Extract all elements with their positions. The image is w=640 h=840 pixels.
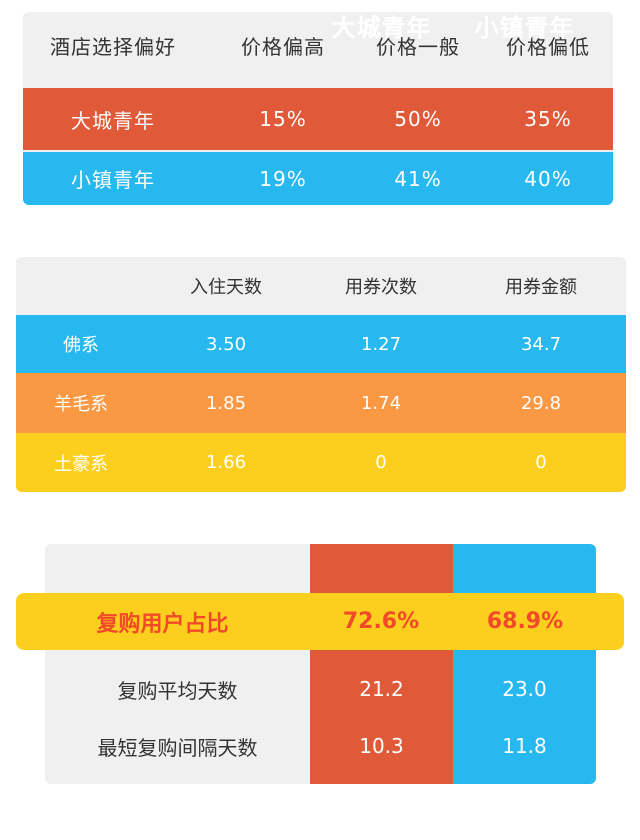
table-header-row: 入住天数 用券次数 用券金额 [16, 257, 626, 315]
table-cell: 1.27 [360, 333, 402, 355]
table-row: 大城青年 15% 50% 35% [23, 88, 613, 150]
row-label: 最短复购间隔天数 [97, 735, 258, 760]
highlight-label: 复购用户占比 [96, 611, 229, 637]
row-label: 土豪系 [54, 453, 108, 475]
table-cell: 21.2 [359, 677, 404, 701]
header-cell: 价格偏高 [241, 34, 325, 59]
row-label: 佛系 [63, 335, 99, 356]
table-cell: 41% [394, 166, 442, 191]
table-cell: 0 [535, 452, 547, 473]
city-column-header: 大城青年 [331, 13, 432, 42]
table-cell: 40% [524, 166, 572, 191]
city-column [310, 544, 453, 784]
header-cell: 入住天数 [190, 277, 262, 298]
table-cell: 1.66 [205, 452, 247, 473]
header-cell: 用券次数 [345, 277, 417, 298]
user-type-table: 入住天数 用券次数 用券金额 佛系 3.50 1.27 34.7 羊毛系 1.8… [16, 257, 626, 492]
table-cell: 15% [259, 107, 307, 131]
table-row: 土豪系 1.66 0 0 [16, 433, 626, 492]
row-label: 复购平均天数 [117, 678, 238, 703]
table-cell: 11.8 [502, 734, 547, 758]
table-cell: 1.74 [360, 392, 402, 414]
table-cell: 35% [524, 107, 572, 131]
table-cell: 0 [375, 452, 387, 473]
table-cell: 1.85 [205, 392, 247, 414]
repurchase-table [45, 544, 596, 784]
table-row: 最短复购间隔天数 10.3 11.8 [45, 720, 596, 772]
table-row: 复购平均天数 21.2 23.0 [45, 664, 596, 714]
hotel-preference-table: 酒店选择偏好 价格偏高 价格一般 价格偏低 大城青年 15% 50% 35% 小… [23, 12, 613, 205]
table-row: 小镇青年 19% 41% 40% [23, 152, 613, 205]
highlight-value-city: 72.6% [342, 609, 420, 634]
row-label: 大城青年 [71, 108, 155, 133]
highlight-row: 复购用户占比 72.6% 68.9% [16, 593, 624, 650]
table-cell: 10.3 [359, 734, 404, 758]
header-cell: 价格一般 [376, 34, 460, 59]
table-cell: 29.8 [520, 392, 562, 414]
header-cell: 价格偏低 [506, 34, 590, 59]
town-column [453, 544, 596, 784]
table-row: 佛系 3.50 1.27 34.7 [16, 315, 626, 373]
header-cell [16, 257, 146, 315]
header-cell: 酒店选择偏好 [50, 34, 176, 59]
table-cell: 3.50 [205, 333, 247, 355]
town-column-header: 小镇青年 [474, 13, 575, 42]
table-cell: 50% [394, 107, 442, 131]
row-label: 小镇青年 [71, 168, 155, 192]
row-label: 羊毛系 [54, 394, 108, 415]
table-row: 羊毛系 1.85 1.74 29.8 [16, 373, 626, 433]
highlight-value-town: 68.9% [486, 609, 564, 634]
table-cell: 23.0 [502, 677, 547, 701]
table-header-row: 酒店选择偏好 价格偏高 价格一般 价格偏低 [23, 12, 613, 78]
table-cell: 19% [259, 166, 307, 191]
header-cell: 用券金额 [505, 277, 577, 298]
table-cell: 34.7 [520, 333, 562, 355]
